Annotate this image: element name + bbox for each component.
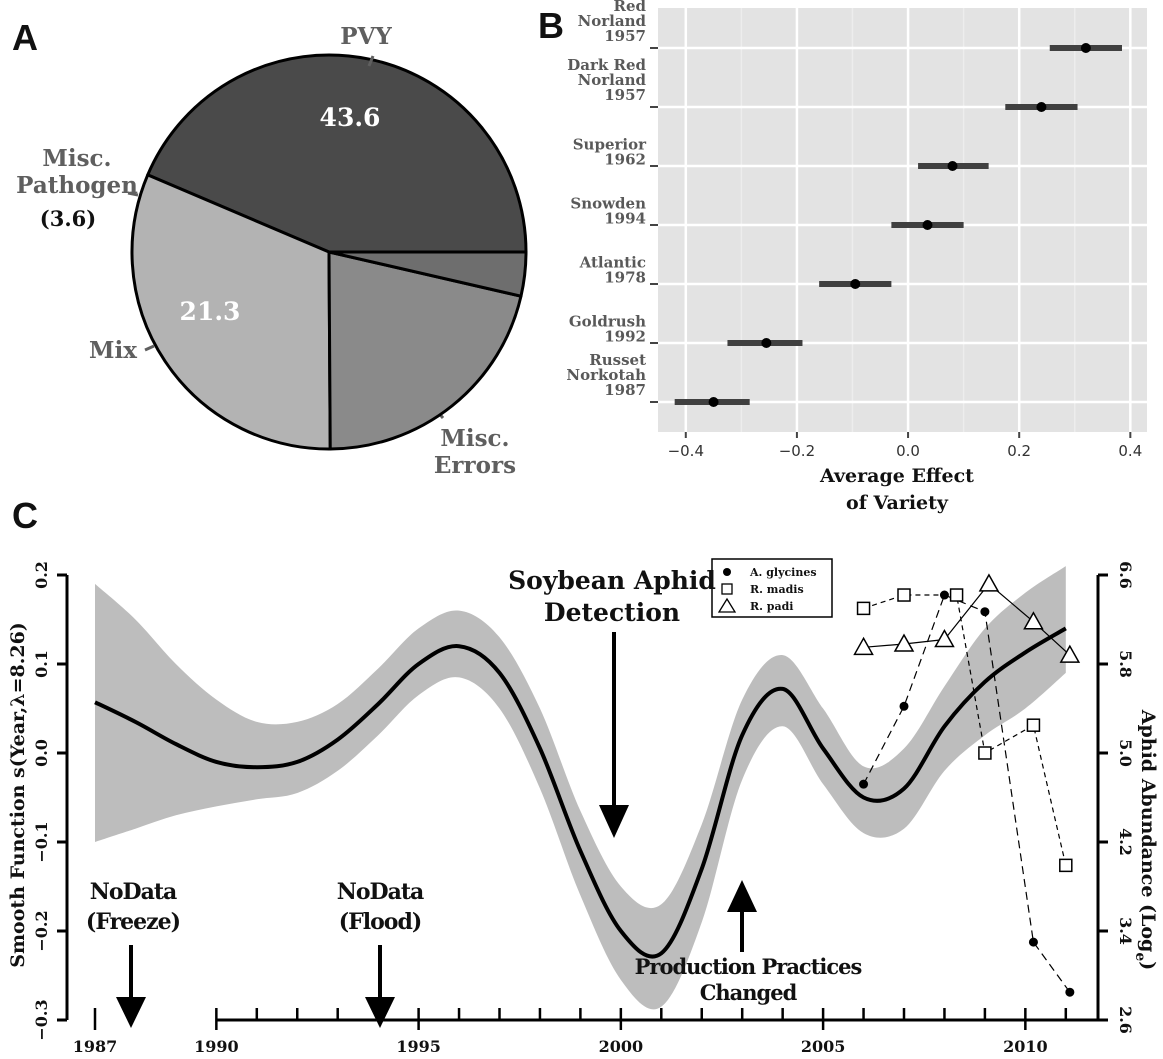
pie-label-tick: [144, 344, 155, 352]
aphid-point-circle: [859, 779, 869, 789]
x-tick-label: −0.4: [668, 442, 704, 460]
aphid-point-triangle: [893, 633, 915, 652]
pie-label-misc-pathogen: Misc. Pathogen: [16, 145, 138, 199]
left-y-axis-title: Smooth Function s(Year,λ=8.26): [7, 622, 29, 968]
aphid-point-triangle: [978, 573, 1000, 592]
panel-label-b: B: [538, 5, 564, 46]
pie-slice-misc-errors: [130, 173, 332, 451]
variety-label: Dark Red Norland 1957: [567, 56, 646, 104]
x-tick-label: 1987: [73, 1037, 118, 1056]
variety-label: Superior 1962: [573, 136, 647, 169]
left-y-tick-label: −0.3: [32, 999, 51, 1040]
variety-label: Goldrush 1992: [569, 313, 646, 346]
pie-slice-mix: [327, 250, 523, 451]
plot-background: [658, 8, 1147, 432]
aphid-point-circle: [1065, 987, 1075, 997]
left-y-tick-label: −0.2: [32, 910, 51, 951]
aphid-point-triangle: [934, 628, 955, 648]
effect-point: [1080, 43, 1091, 53]
aphid-series-line: [863, 594, 1071, 993]
pie-label-mix: Mix: [89, 337, 137, 364]
aphid-point-square: [1026, 718, 1041, 732]
pie-label-tick: [127, 191, 139, 197]
aphid-point-square: [978, 746, 992, 760]
x-tick-label: 2005: [801, 1037, 846, 1056]
effect-point: [1036, 102, 1047, 112]
variety-label: Red Norland 1957: [578, 0, 647, 45]
confidence-band: [95, 566, 1066, 1010]
arrow-head: [727, 880, 757, 912]
left-y-tick-label: 0.1: [32, 650, 51, 678]
left-y-tick-label: −0.1: [32, 821, 51, 862]
annotation-nodata-freeze: NoData (Freeze): [86, 879, 180, 935]
pie-slice-pvy: [146, 53, 528, 254]
smooth-fit-line: [94, 626, 1067, 959]
panel-label-a: A: [12, 17, 38, 58]
pie-chart: PVY43.6Misc.Errors31.5Mix21.3Misc.Pathog…: [16, 23, 528, 479]
pie-value-misc-pathogen: (3.6): [40, 206, 96, 231]
x-tick-label: 0.0: [896, 442, 920, 460]
aphid-series-line: [863, 594, 1067, 866]
legend-marker-square: [721, 583, 733, 595]
x-tick-label: 1990: [194, 1037, 239, 1056]
right-y-tick-label: 3.4: [1116, 917, 1135, 945]
variety-label: Russet Norkotah 1987: [566, 351, 646, 399]
pie-slice-misc-pathogen: [327, 250, 528, 298]
variety-effect-plot: Red Norland 1957 Dark Red Norland 1957 Superio…: [566, 0, 1147, 514]
variety-label: Atlantic 1978: [579, 254, 646, 287]
effect-point: [850, 279, 861, 289]
aphid-point-square: [897, 588, 911, 602]
right-y-tick-label: 5.0: [1116, 739, 1135, 767]
aphid-point-circle: [980, 607, 990, 617]
pie-label-misc-errors: Misc. Errors: [434, 425, 516, 479]
pie-value-mix: 21.3: [180, 297, 241, 326]
arrow-head: [599, 805, 629, 838]
right-y-axis-title: Aphid Abundance (Loge): [1132, 709, 1159, 971]
annotation-production-practices: Production Practices Changed: [635, 954, 862, 1005]
legend-label: R. padi: [750, 600, 794, 613]
pie-value-pvy: 43.6: [320, 103, 381, 132]
right-y-tick-label: 2.6: [1116, 1006, 1135, 1034]
effect-point: [947, 161, 958, 171]
panel-label-c: C: [12, 495, 38, 536]
aphid-point-circle: [1028, 937, 1038, 947]
left-y-tick-label: 0.0: [32, 739, 51, 767]
arrow-head: [116, 997, 146, 1028]
right-y-tick-label: 5.8: [1116, 650, 1135, 678]
x-tick-label: −0.2: [779, 442, 815, 460]
legend-label: A. glycines: [749, 566, 817, 579]
legend-label: R. madis: [750, 583, 804, 596]
x-tick-label: 2000: [599, 1037, 644, 1056]
legend: A. glycines R. madis R. padi: [711, 558, 833, 618]
right-y-tick-label: 6.6: [1116, 561, 1135, 589]
pie-label-pvy: PVY: [340, 23, 392, 50]
effect-point: [761, 338, 772, 348]
x-tick-label: 0.4: [1118, 442, 1142, 460]
right-y-tick-label: 4.2: [1116, 828, 1135, 856]
aphid-point-square: [1059, 858, 1073, 873]
x-tick-label: 2010: [1003, 1037, 1048, 1056]
x-axis-title: Average Effect of Variety: [819, 465, 974, 514]
pie-label-tick: [367, 55, 375, 67]
left-y-tick-label: 0.2: [32, 561, 51, 589]
x-tick-label: 0.2: [1007, 442, 1031, 460]
smooth-function-plot: −0.3 −0.2 −0.1 0.0 0.1 0.2 Smooth Function s(Y…: [7, 558, 1159, 1056]
aphid-point-circle: [899, 701, 909, 711]
annotation-nodata-flood: NoData (Flood): [337, 879, 424, 935]
aphid-point-square: [856, 601, 871, 616]
x-tick-label: 1995: [396, 1037, 441, 1056]
annotation-soybean-aphid-detection: Soybean Aphid Detection: [508, 566, 716, 627]
effect-point: [922, 220, 933, 230]
arrow-head: [365, 997, 395, 1028]
effect-point: [708, 397, 719, 407]
variety-label: Snowden 1994: [570, 195, 646, 228]
aphid-point-square: [949, 588, 964, 602]
aphid-point-triangle: [853, 636, 874, 656]
aphid-point-triangle: [1059, 644, 1081, 663]
legend-marker-circle: [723, 568, 731, 576]
aphid-point-triangle: [1023, 611, 1044, 630]
legend-marker-triangle: [717, 597, 737, 613]
